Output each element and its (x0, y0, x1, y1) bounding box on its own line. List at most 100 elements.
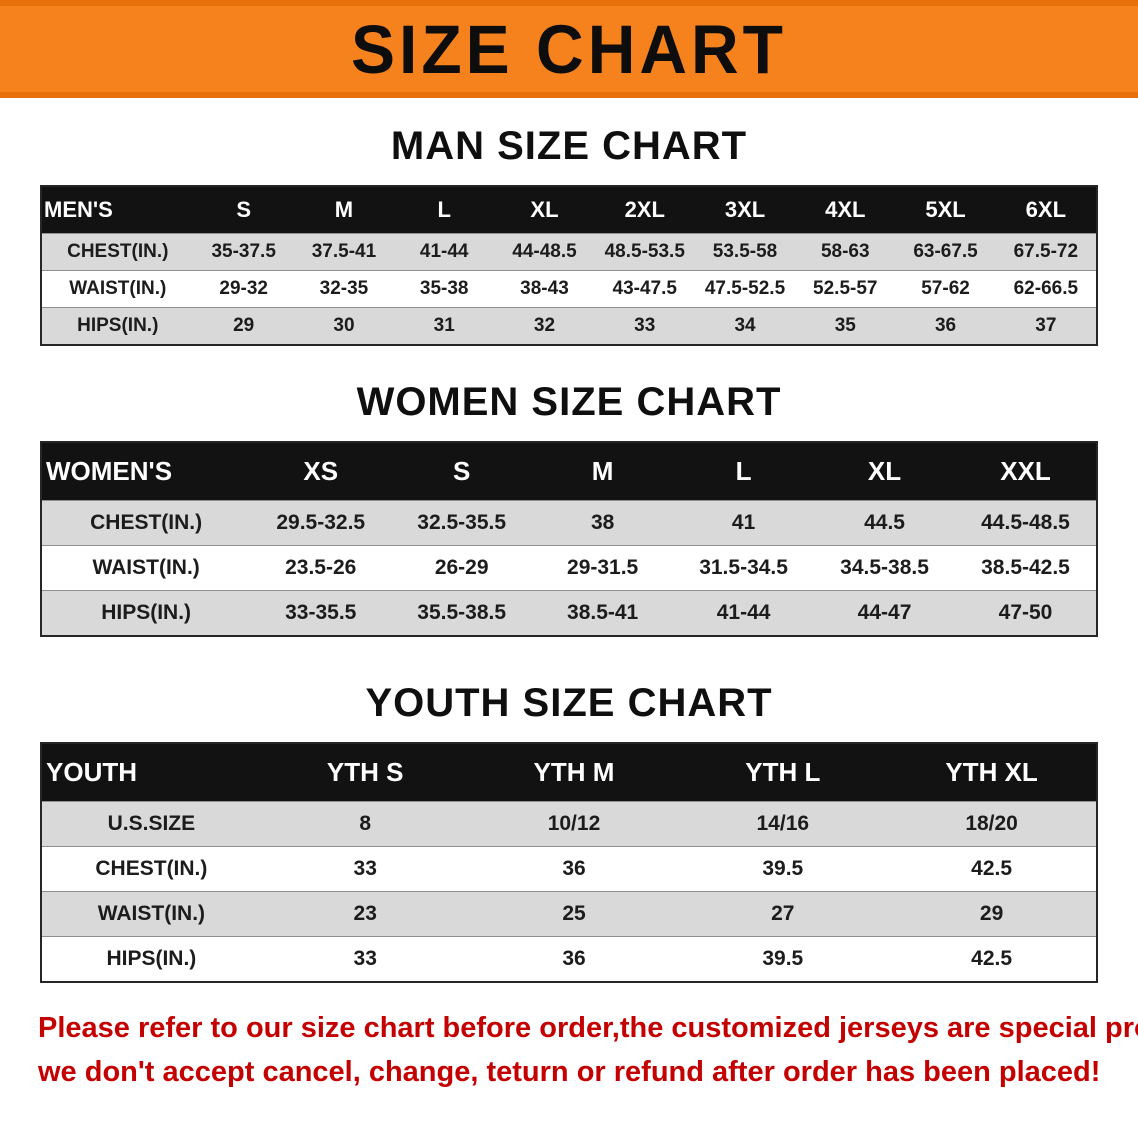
size-value-cell: 38.5-41 (532, 590, 674, 635)
size-value-cell: 32-35 (293, 270, 395, 308)
size-value-cell: 44.5-48.5 (955, 500, 1096, 546)
size-value-cell: 41-44 (394, 233, 495, 271)
size-column-header: 3XL (694, 187, 796, 234)
youth-size-table: YOUTH YTH S YTH M YTH L YTH XL U.S.SIZE 8 10/12… (40, 742, 1098, 983)
size-column-header: XS (250, 443, 392, 501)
size-value-cell: 42.5 (887, 936, 1096, 981)
size-value-cell: 29.5-32.5 (250, 500, 392, 546)
women-size-chart-title: WOMEN SIZE CHART (356, 380, 782, 424)
size-column-header: M (293, 187, 395, 234)
size-value-cell: 10/12 (469, 801, 679, 847)
table-row: WAIST(IN.) 29-32 32-35 35-38 38-43 43-47.5 47.… (42, 270, 1096, 308)
size-value-cell: 35-37.5 (193, 233, 294, 271)
size-column-header: XL (814, 443, 956, 501)
size-column-header: 2XL (594, 187, 695, 234)
size-column-header: 4XL (795, 187, 896, 234)
size-value-cell: 30 (293, 307, 395, 344)
size-value-cell: 38.5-42.5 (955, 545, 1096, 591)
table-row: HIPS(IN.) 33-35.5 35.5-38.5 38.5-41 41-44 44-… (42, 590, 1096, 635)
size-value-cell: 29 (193, 307, 294, 344)
row-label: HIPS(IN.) (42, 936, 261, 981)
size-value-cell: 38 (532, 500, 674, 546)
table-row: WAIST(IN.) 23 25 27 29 (42, 891, 1096, 937)
table-corner-label: MEN'S (42, 187, 194, 234)
size-value-cell: 47.5-52.5 (694, 270, 796, 308)
table-row: WAIST(IN.) 23.5-26 26-29 29-31.5 31.5-34.5 34… (42, 545, 1096, 591)
size-column-header: 6XL (995, 187, 1096, 234)
row-label: WAIST(IN.) (42, 270, 194, 308)
size-column-header: XXL (955, 443, 1096, 501)
size-value-cell: 23.5-26 (250, 545, 392, 591)
table-row: CHEST(IN.) 35-37.5 37.5-41 41-44 44-48.5 48.5… (42, 233, 1096, 271)
size-value-cell: 14/16 (678, 801, 888, 847)
size-value-cell: 41 (673, 500, 815, 546)
size-column-header: YTH S (260, 744, 470, 802)
size-value-cell: 43-47.5 (594, 270, 695, 308)
size-column-header: 5XL (895, 187, 996, 234)
row-label: U.S.SIZE (42, 801, 261, 847)
size-value-cell: 67.5-72 (995, 233, 1096, 271)
table-row: CHEST(IN.) 29.5-32.5 32.5-35.5 38 41 44.5 44.5… (42, 500, 1096, 546)
row-label: CHEST(IN.) (42, 500, 251, 546)
page-title: SIZE CHART (351, 10, 787, 88)
size-column-header: L (394, 187, 495, 234)
row-label: CHEST(IN.) (42, 846, 261, 892)
table-header-row: MEN'S S M L XL 2XL 3XL 4XL 5XL 6XL (42, 187, 1096, 234)
size-column-header: XL (494, 187, 595, 234)
size-value-cell: 53.5-58 (694, 233, 796, 271)
size-value-cell: 37 (995, 307, 1096, 344)
table-row: CHEST(IN.) 33 36 39.5 42.5 (42, 846, 1096, 892)
size-value-cell: 32 (494, 307, 595, 344)
size-value-cell: 18/20 (887, 801, 1096, 847)
size-value-cell: 34 (694, 307, 796, 344)
youth-size-chart-title: YOUTH SIZE CHART (365, 681, 773, 725)
size-value-cell: 48.5-53.5 (594, 233, 695, 271)
banner: SIZE CHART (0, 0, 1138, 98)
size-value-cell: 44.5 (814, 500, 956, 546)
table-header-row: YOUTH YTH S YTH M YTH L YTH XL (42, 744, 1096, 802)
table-corner-label: WOMEN'S (42, 443, 251, 501)
man-size-chart-title: MAN SIZE CHART (390, 124, 748, 168)
size-column-header: YTH M (469, 744, 679, 802)
size-value-cell: 31 (394, 307, 495, 344)
size-value-cell: 29 (887, 891, 1096, 937)
size-column-header: M (532, 443, 674, 501)
size-value-cell: 52.5-57 (795, 270, 896, 308)
size-value-cell: 31.5-34.5 (673, 545, 815, 591)
size-value-cell: 35.5-38.5 (391, 590, 533, 635)
size-value-cell: 44-48.5 (494, 233, 595, 271)
size-table: MEN'S S M L XL 2XL 3XL 4XL 5XL 6XL CHEST(IN.) 35-37… (42, 187, 1096, 344)
size-value-cell: 35-38 (394, 270, 495, 308)
table-header-row: WOMEN'S XS S M L XL XXL (42, 443, 1096, 501)
size-table: WOMEN'S XS S M L XL XXL CHEST(IN.) 29.5-32.5 32.5… (42, 443, 1096, 635)
size-value-cell: 57-62 (895, 270, 996, 308)
size-value-cell: 62-66.5 (995, 270, 1096, 308)
size-value-cell: 34.5-38.5 (814, 545, 956, 591)
size-value-cell: 32.5-35.5 (391, 500, 533, 546)
table-corner-label: YOUTH (42, 744, 261, 802)
size-value-cell: 47-50 (955, 590, 1096, 635)
size-table: YOUTH YTH S YTH M YTH L YTH XL U.S.SIZE 8 10/12… (42, 744, 1096, 981)
size-value-cell: 29-32 (193, 270, 294, 308)
size-value-cell: 63-67.5 (895, 233, 996, 271)
disclaimer-line-1: Please refer to our size chart before or… (38, 1012, 1138, 1044)
size-value-cell: 33 (260, 846, 470, 892)
size-value-cell: 8 (260, 801, 470, 847)
size-value-cell: 36 (469, 936, 679, 981)
row-label: HIPS(IN.) (42, 590, 251, 635)
size-column-header: YTH XL (887, 744, 1096, 802)
size-value-cell: 35 (795, 307, 896, 344)
size-value-cell: 39.5 (678, 936, 888, 981)
row-label: CHEST(IN.) (42, 233, 194, 271)
table-row: HIPS(IN.) 33 36 39.5 42.5 (42, 936, 1096, 981)
size-value-cell: 58-63 (795, 233, 896, 271)
size-value-cell: 38-43 (494, 270, 595, 308)
size-column-header: S (391, 443, 533, 501)
size-value-cell: 25 (469, 891, 679, 937)
size-value-cell: 37.5-41 (293, 233, 395, 271)
size-value-cell: 42.5 (887, 846, 1096, 892)
size-value-cell: 23 (260, 891, 470, 937)
row-label: WAIST(IN.) (42, 545, 251, 591)
size-column-header: YTH L (678, 744, 888, 802)
